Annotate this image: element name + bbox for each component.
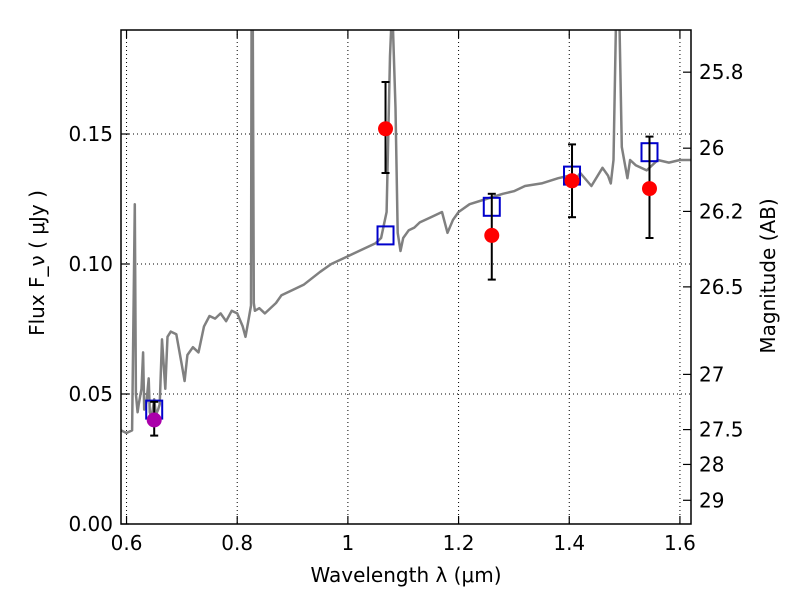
axis-ticks: 0.6 0.8 1 1.2 1.4 1.6 0.00 0.05 0.10 0.15 25.8 26 26… — [68, 30, 744, 555]
y-right-tick-label: 26 — [699, 136, 724, 160]
model-point — [376, 225, 395, 246]
x-axis-label: Wavelength λ (μm) — [310, 563, 501, 587]
y-axis-label: Flux F_ν ( μJy ) — [25, 190, 49, 336]
spectrum-line — [121, 30, 691, 435]
y-tick-label: 0.05 — [68, 382, 113, 406]
observed-point — [484, 227, 500, 243]
observed-point — [564, 173, 580, 189]
y-right-tick-label: 29 — [699, 488, 724, 512]
x-tick-label: 1.6 — [664, 531, 696, 555]
y-axis-right-label: Magnitude (AB) — [756, 198, 780, 353]
x-tick-label: 0.8 — [221, 531, 253, 555]
y-tick-label: 0.15 — [68, 122, 113, 146]
y-right-tick-label: 26.5 — [699, 275, 744, 299]
data-points — [145, 81, 659, 437]
x-tick-label: 1.4 — [553, 531, 585, 555]
y-tick-label: 0.00 — [68, 512, 113, 536]
y-right-tick-label: 27.5 — [699, 418, 744, 442]
y-right-tick-label: 26.2 — [699, 199, 744, 223]
y-right-tick-label: 27 — [699, 362, 724, 386]
plot-frame — [120, 29, 692, 525]
y-tick-label: 0.10 — [68, 252, 113, 276]
observed-point — [378, 121, 394, 137]
x-tick-label: 0.6 — [111, 531, 143, 555]
observed-point — [641, 181, 657, 197]
y-right-tick-label: 25.8 — [699, 60, 744, 84]
y-right-tick-label: 28 — [699, 452, 724, 476]
grid — [121, 30, 691, 525]
observed-point-uv — [146, 412, 162, 428]
axes-frame — [120, 29, 692, 525]
spectrum-series — [121, 30, 691, 435]
x-tick-label: 1 — [342, 531, 355, 555]
x-tick-label: 1.2 — [443, 531, 475, 555]
